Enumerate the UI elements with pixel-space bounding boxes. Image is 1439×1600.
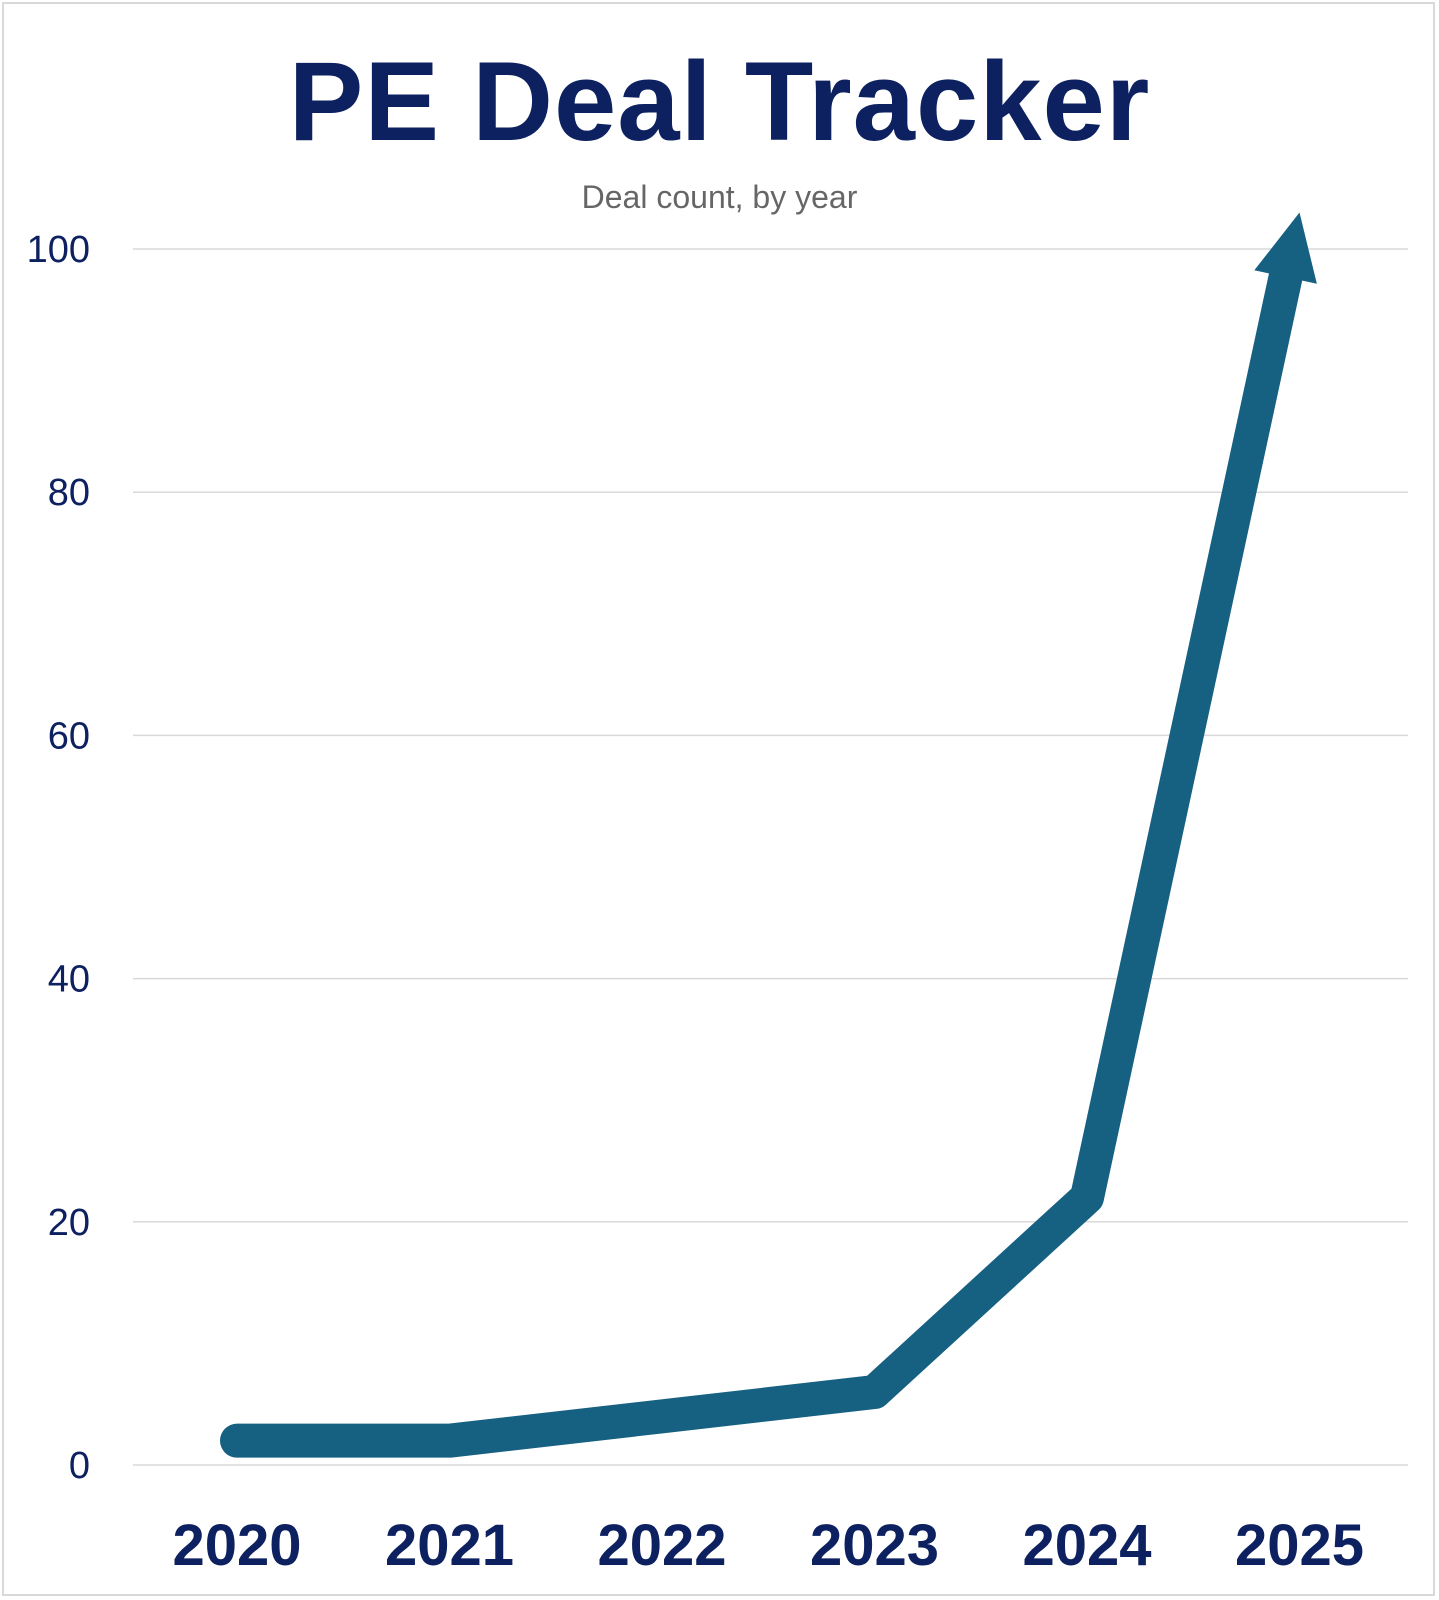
y-tick-label: 40 <box>48 959 90 1001</box>
arrow-head <box>1254 212 1317 284</box>
x-tick-label: 2025 <box>1235 1513 1364 1578</box>
y-axis-ticks: 0 20 40 60 80 100 <box>27 229 90 1487</box>
series-layer <box>220 212 1317 1458</box>
y-tick-label: 100 <box>27 229 90 271</box>
series-line-0 <box>220 256 1304 1458</box>
chart-title: PE Deal Tracker <box>288 39 1151 164</box>
x-tick-label: 2022 <box>597 1513 726 1578</box>
x-tick-label: 2020 <box>172 1513 301 1578</box>
y-tick-label: 20 <box>48 1202 90 1244</box>
y-tick-label: 80 <box>48 472 90 514</box>
x-tick-label: 2023 <box>810 1513 939 1578</box>
x-tick-label: 2021 <box>385 1513 514 1578</box>
x-tick-label: 2024 <box>1022 1513 1151 1578</box>
x-axis-ticks: 2020 2021 2022 2023 2024 2025 <box>172 1513 1364 1578</box>
y-tick-label: 60 <box>48 715 90 757</box>
y-tick-label: 0 <box>69 1445 90 1487</box>
chart-subtitle: Deal count, by year <box>581 179 858 215</box>
gridlines <box>133 248 1408 1466</box>
